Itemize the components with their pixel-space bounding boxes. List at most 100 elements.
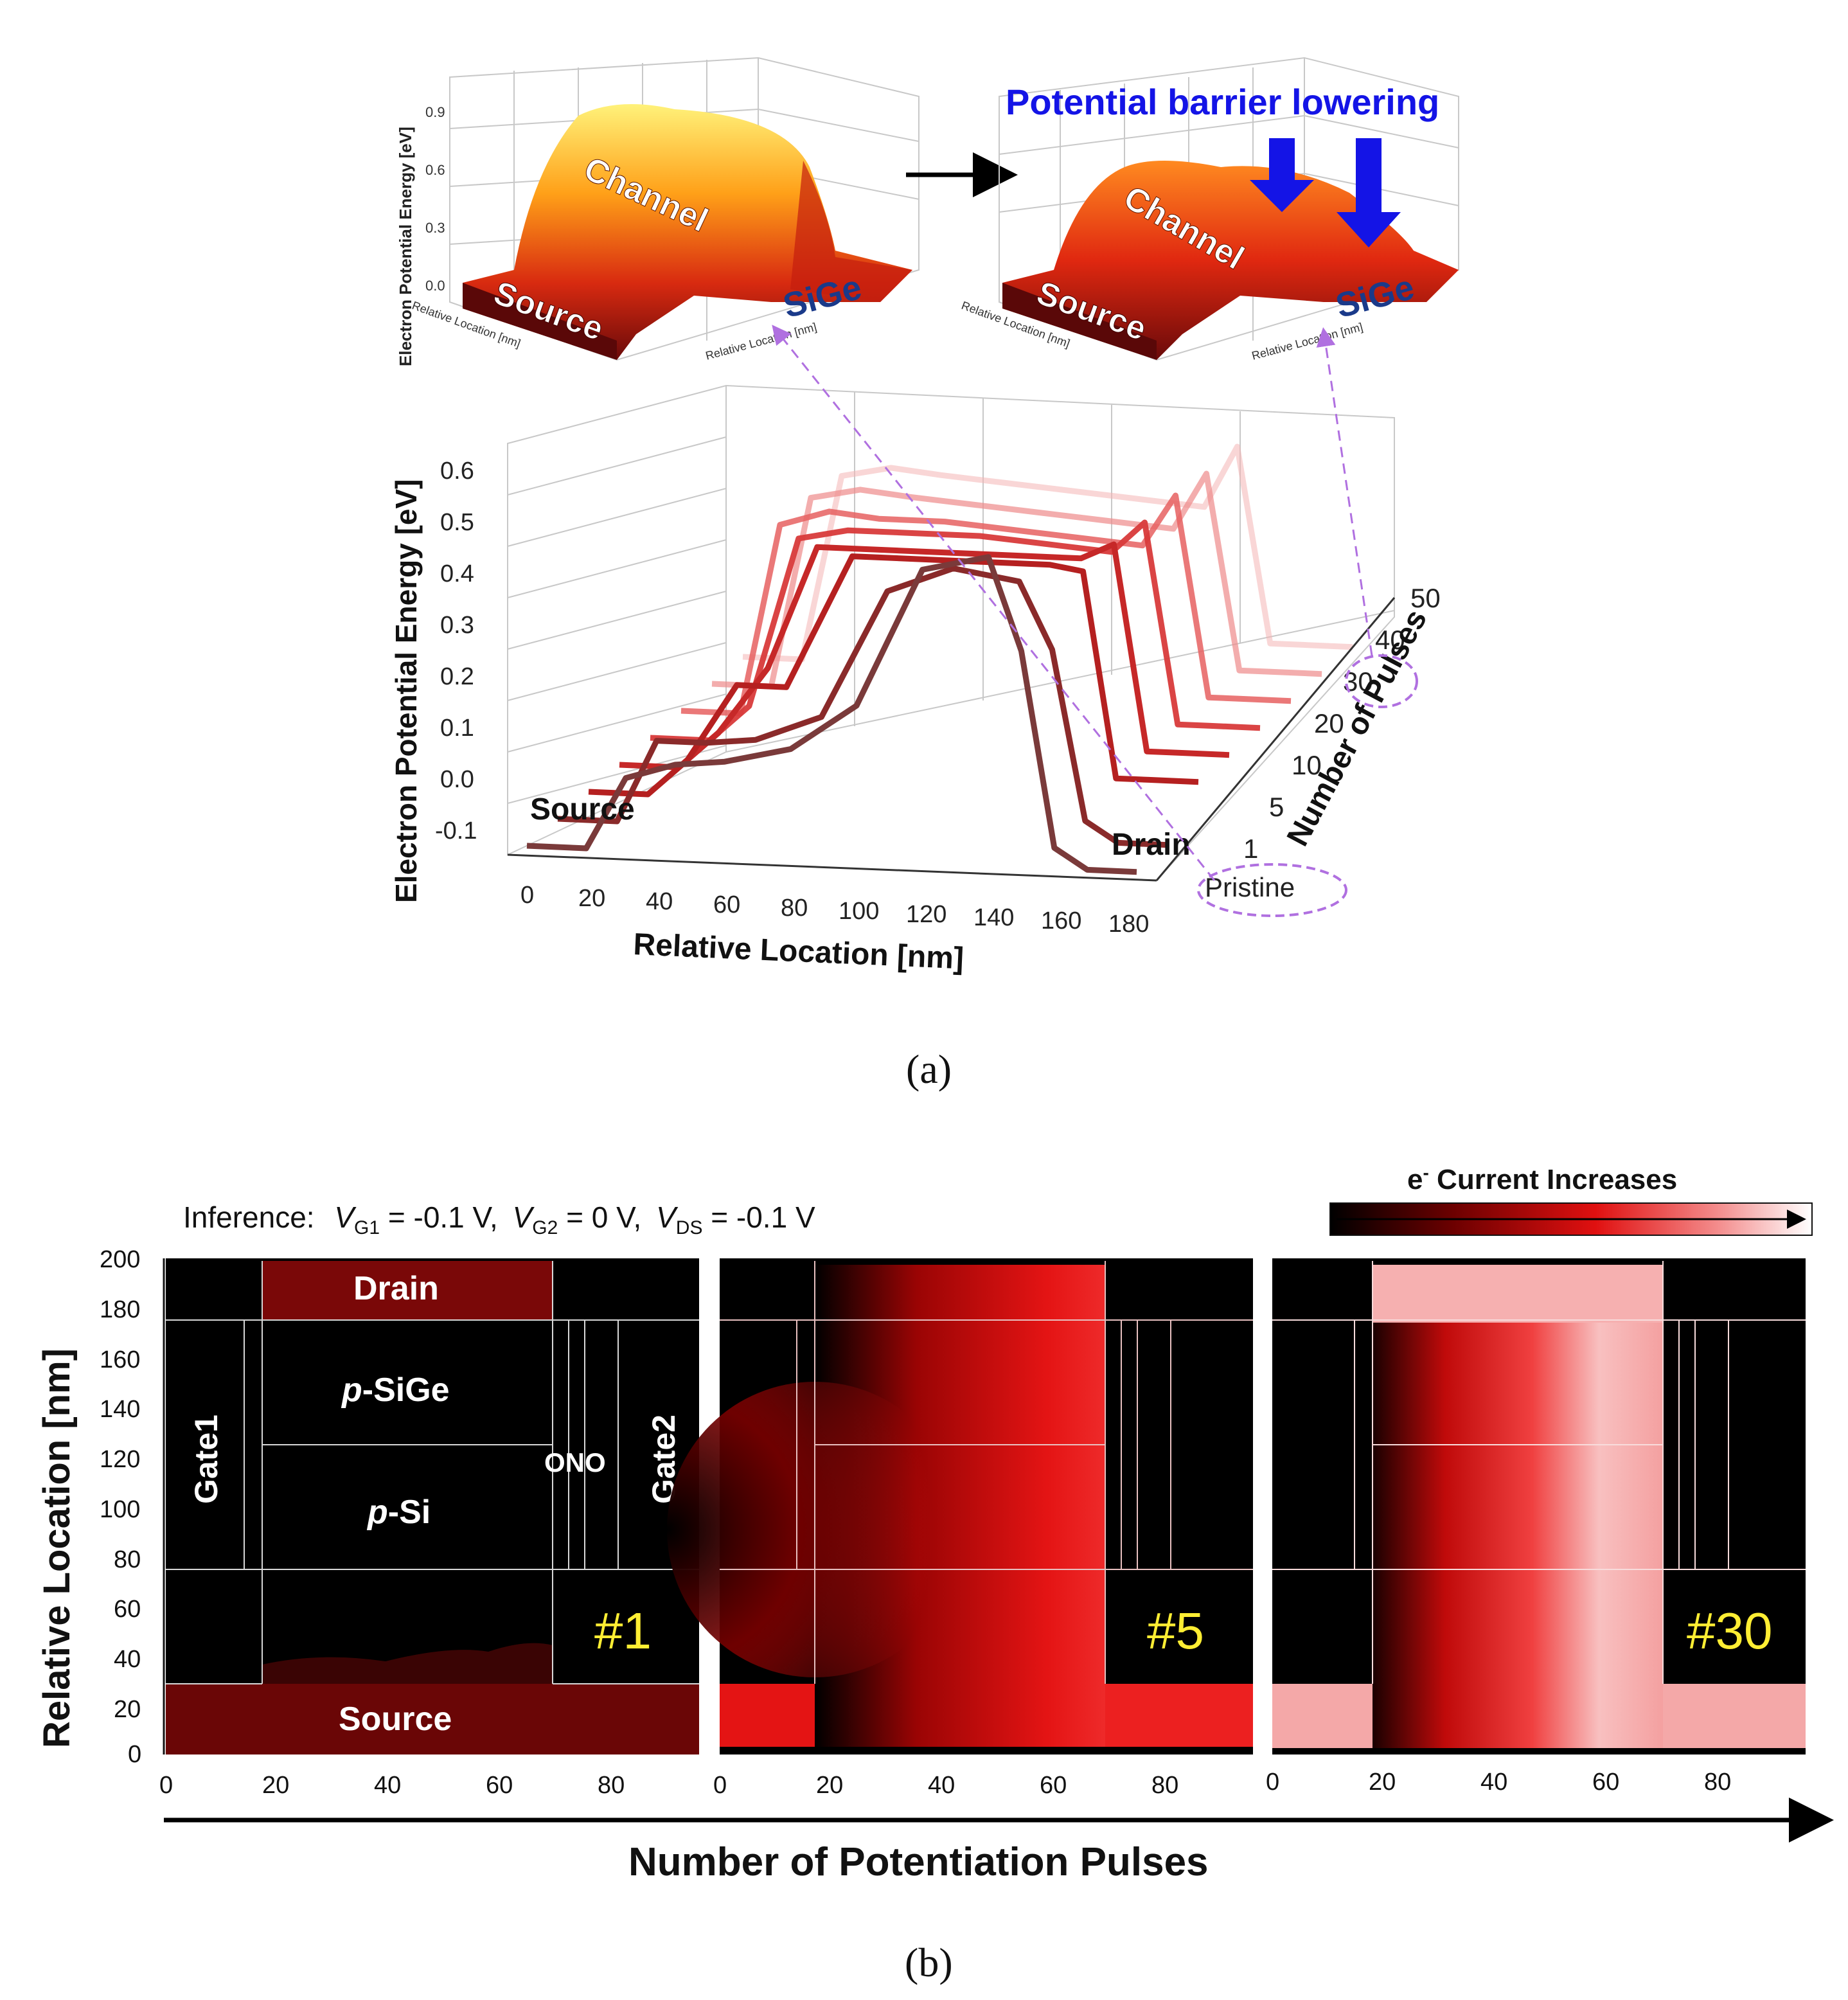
pulse-label-30: #30 (1687, 1602, 1772, 1659)
b-x-tick: 60 (486, 1772, 513, 1799)
b-x-tick: 80 (598, 1772, 625, 1799)
b-x-tick: 0 (1266, 1769, 1279, 1796)
inset-left-surface (463, 104, 912, 360)
b-x-tick: 60 (1592, 1769, 1619, 1796)
inset-right-title: Potential barrier lowering (1006, 82, 1439, 122)
series-line-30 (680, 492, 1292, 717)
panel-b: Inference: VG1 = -0.1 V, VG2 = 0 V, VDS … (36, 1163, 1834, 1985)
b-x-tick: 40 (374, 1772, 401, 1799)
b-x-tick: 80 (1151, 1772, 1178, 1799)
x-tick: 80 (781, 895, 808, 922)
b-y-tick: 200 (100, 1246, 140, 1273)
b-x-tick: 0 (159, 1772, 173, 1799)
y-tick: 0.1 (440, 715, 474, 742)
series-line-20 (650, 519, 1261, 744)
pulse-axis-label: Number of Potentiation Pulses (628, 1840, 1209, 1884)
drain-region-label: Drain (353, 1270, 439, 1307)
b-x-tick: 20 (816, 1772, 843, 1799)
z-tick: 5 (1269, 792, 1284, 822)
map-pulse-30: #30 (1272, 1258, 1806, 1754)
main-plot-frame (507, 384, 1395, 882)
barrier-arrow-1 (1250, 138, 1314, 212)
panel-b-y-axis: 200 180 160 140 120 100 80 60 40 20 0 Re… (36, 1246, 165, 1768)
series-line-10 (619, 541, 1230, 771)
b-y-tick: 140 (100, 1396, 140, 1423)
x-tick: 180 (1108, 911, 1149, 938)
ono-label: ONO (544, 1447, 606, 1478)
series-line-50 (742, 443, 1353, 663)
b-x-tick: 40 (1480, 1769, 1507, 1796)
pulse-label-5: #5 (1147, 1602, 1204, 1659)
map3-x-ticks: 0 20 40 60 80 (1266, 1769, 1731, 1796)
pristine-link-arrow (772, 325, 1216, 881)
y-tick: 0.6 (440, 458, 474, 485)
series-line-pristine (526, 554, 1137, 875)
map-pulse-1: Drain p-SiGe p-Si Source Gate1 Gate2 ONO… (166, 1258, 699, 1754)
b-x-tick: 60 (1040, 1772, 1067, 1799)
x-tick: 40 (646, 888, 673, 915)
inset-left-z-tick: 0.3 (425, 220, 445, 236)
z-tick: 10 (1292, 750, 1322, 780)
inset-left-drain-wall (790, 161, 912, 302)
b-y-tick: 40 (114, 1646, 141, 1673)
series-line-5 (588, 553, 1199, 798)
inset-left: 0.9 0.6 0.3 0.0 Electron Potential Energ… (396, 57, 920, 366)
panel-b-x-axes: 0 20 40 60 80 0 20 40 60 80 0 20 40 60 8… (159, 1769, 1731, 1799)
source-region-label: Source (339, 1701, 452, 1738)
inset-right: Potential barrier lowering Channel Sourc… (960, 57, 1459, 362)
panel-a-caption: (a) (906, 1046, 952, 1092)
y-tick: 0.4 (440, 560, 474, 587)
pulse-30-highlight (1345, 654, 1418, 708)
y-tick: 0.2 (440, 663, 474, 690)
map-pulse-5: #5 (667, 1258, 1253, 1754)
b-x-tick: 20 (262, 1772, 289, 1799)
y-axis-label: Electron Potential Energy [eV] (389, 479, 423, 903)
b-y-tick: 60 (114, 1596, 141, 1623)
z-tick: 50 (1410, 583, 1441, 613)
y-tick: -0.1 (435, 817, 477, 844)
inset-left-z-tick: 0.9 (425, 104, 445, 120)
x-axis-label: Relative Location [nm] (633, 927, 965, 976)
map1-x-ticks: 0 20 40 60 80 (159, 1772, 625, 1799)
z-tick: 20 (1314, 708, 1344, 738)
inset-right-source-edge (1002, 283, 1157, 360)
p-si-region-label: p-Si (366, 1494, 431, 1531)
x-tick: 100 (839, 898, 879, 925)
b-y-tick: 100 (100, 1496, 140, 1523)
b-y-axis-label: Relative Location [nm] (36, 1348, 78, 1748)
inference-text: Inference: VG1 = -0.1 V, VG2 = 0 V, VDS … (183, 1201, 815, 1238)
pulse-30-link-arrow (1316, 327, 1373, 656)
map2-x-ticks: 0 20 40 60 80 (713, 1772, 1178, 1799)
pristine-highlight (1197, 863, 1347, 917)
x-tick: 140 (973, 904, 1014, 931)
z-tick: Pristine (1205, 872, 1295, 902)
gate1-label: Gate1 (188, 1415, 224, 1504)
main-drain-label: Drain (1112, 828, 1191, 862)
x-tick: 20 (578, 885, 605, 912)
main-y-axis: 0.6 0.5 0.4 0.3 0.2 0.1 0.0 -0.1 Electro… (389, 458, 477, 903)
series-line-1 (557, 565, 1168, 848)
p-sige-region-label: p-SiGe (341, 1371, 450, 1409)
y-tick: 0.5 (440, 509, 474, 536)
x-tick: 160 (1041, 907, 1081, 934)
inset-left-source-edge (463, 283, 617, 360)
pulse-label-1: #1 (594, 1602, 652, 1659)
x-tick: 120 (906, 901, 946, 928)
series-line-40 (711, 470, 1322, 690)
barrier-arrow-2 (1337, 138, 1401, 247)
colorbar-label: e- Current Increases (1407, 1163, 1677, 1195)
waterfall-lines (526, 443, 1353, 875)
y-tick: 0.0 (440, 766, 474, 793)
inset-left-z-tick: 0.6 (425, 162, 445, 178)
inset-left-z-tick: 0.0 (425, 278, 445, 294)
b-y-tick: 120 (100, 1446, 140, 1473)
b-x-tick: 80 (1704, 1769, 1731, 1796)
b-x-tick: 0 (713, 1772, 727, 1799)
inset-left-z-label: Electron Potential Energy [eV] (396, 127, 415, 366)
b-y-tick: 160 (100, 1346, 140, 1373)
y-tick: 0.3 (440, 612, 474, 639)
main-x-axis: 0 20 40 60 80 100 120 140 160 180 Relati… (507, 853, 1157, 976)
z-tick: 40 (1375, 625, 1405, 655)
b-x-tick: 40 (928, 1772, 955, 1799)
